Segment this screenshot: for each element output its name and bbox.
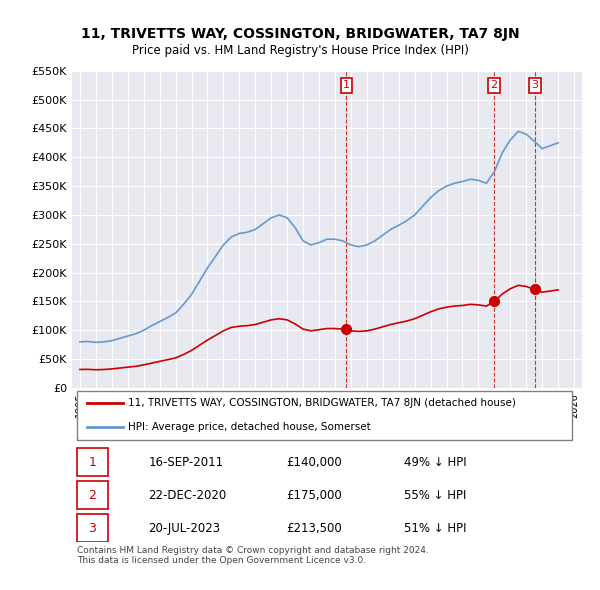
Text: 55% ↓ HPI: 55% ↓ HPI <box>404 489 466 502</box>
Text: 11, TRIVETTS WAY, COSSINGTON, BRIDGWATER, TA7 8JN (detached house): 11, TRIVETTS WAY, COSSINGTON, BRIDGWATER… <box>128 398 516 408</box>
Text: Contains HM Land Registry data © Crown copyright and database right 2024.
This d: Contains HM Land Registry data © Crown c… <box>77 546 429 565</box>
Text: 3: 3 <box>532 80 538 90</box>
Text: 1: 1 <box>343 80 350 90</box>
Text: HPI: Average price, detached house, Somerset: HPI: Average price, detached house, Some… <box>128 422 371 432</box>
Text: 22-DEC-2020: 22-DEC-2020 <box>149 489 227 502</box>
Text: £213,500: £213,500 <box>286 522 342 535</box>
FancyBboxPatch shape <box>77 448 108 476</box>
Text: 49% ↓ HPI: 49% ↓ HPI <box>404 455 466 468</box>
Text: 1: 1 <box>88 455 97 468</box>
Text: 2: 2 <box>490 80 497 90</box>
Text: Price paid vs. HM Land Registry's House Price Index (HPI): Price paid vs. HM Land Registry's House … <box>131 44 469 57</box>
Text: 16-SEP-2011: 16-SEP-2011 <box>149 455 224 468</box>
FancyBboxPatch shape <box>77 481 108 509</box>
FancyBboxPatch shape <box>77 514 108 542</box>
Text: £175,000: £175,000 <box>286 489 342 502</box>
Text: 11, TRIVETTS WAY, COSSINGTON, BRIDGWATER, TA7 8JN: 11, TRIVETTS WAY, COSSINGTON, BRIDGWATER… <box>80 27 520 41</box>
Text: £140,000: £140,000 <box>286 455 342 468</box>
Text: 2: 2 <box>88 489 97 502</box>
Text: 3: 3 <box>88 522 97 535</box>
Text: 20-JUL-2023: 20-JUL-2023 <box>149 522 221 535</box>
FancyBboxPatch shape <box>77 391 572 440</box>
Text: 51% ↓ HPI: 51% ↓ HPI <box>404 522 466 535</box>
